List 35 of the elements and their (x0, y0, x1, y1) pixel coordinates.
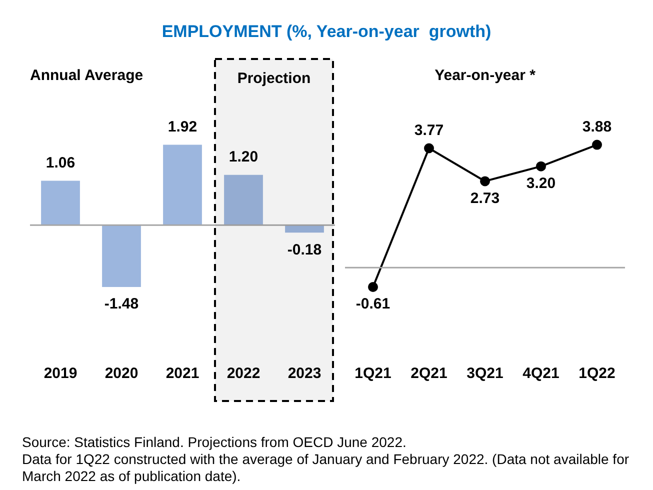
point (368, 282, 378, 292)
data-label: -1.48 (104, 296, 139, 313)
data-label: -0.18 (287, 241, 322, 258)
data-label: 3.20 (526, 174, 556, 192)
x-tick-label: 2023 (288, 365, 322, 382)
x-tick-label: 2020 (104, 365, 138, 382)
chart-subtitle: Annual Average (30, 67, 144, 84)
data-label: 1.92 (168, 118, 198, 136)
bar (224, 174, 263, 226)
point (480, 176, 490, 186)
data-label: 3.77 (414, 122, 444, 139)
x-tick-label: 2021 (166, 365, 200, 382)
point (424, 143, 434, 154)
x-tick-label: 3Q21 (466, 365, 504, 382)
bar (163, 144, 202, 226)
data-label: 3.88 (582, 118, 612, 136)
band-label: Projection (237, 70, 311, 88)
data-label: 1.20 (228, 148, 258, 166)
x-tick-label: 2Q21 (410, 365, 448, 382)
chart-title: Year-on-year * (434, 67, 536, 84)
point (592, 140, 602, 150)
data-label: 2.73 (470, 190, 500, 207)
chart-title: EMPLOYMENT (%, Year-on-year growth) (160, 22, 492, 42)
text: Data for 1Q22 constructed with the average of January and February 2022. (Data not available for March 2022 as of publication date). (22, 451, 630, 485)
bar (41, 180, 80, 226)
source-note: Source: Statistics Finland. Projections from OECD June 2022. (22, 434, 408, 451)
x-tick-label: 2022 (226, 365, 260, 382)
point (536, 161, 546, 172)
data-label: -0.61 (356, 296, 390, 313)
x-tick-label: 2019 (44, 365, 78, 382)
x-tick-label: 4Q21 (522, 365, 560, 382)
x-tick-label: 1Q21 (354, 365, 392, 382)
x-tick-label: 1Q22 (578, 365, 616, 382)
bar (102, 225, 141, 287)
data-label: 1.06 (46, 154, 76, 172)
